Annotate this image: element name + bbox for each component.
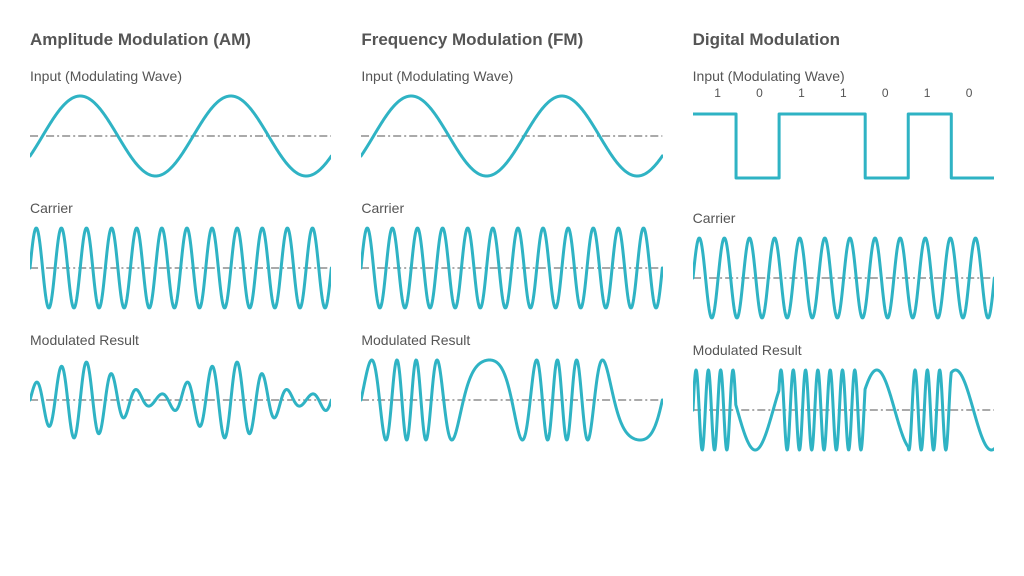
waveform-fm_result: [361, 350, 662, 450]
bit-label: 0: [756, 86, 763, 100]
row-label-am-2: Modulated Result: [30, 332, 331, 348]
bit-label: 1: [924, 86, 931, 100]
column-title-digital: Digital Modulation: [693, 30, 994, 50]
row-label-am-0: Input (Modulating Wave): [30, 68, 331, 84]
row-fm-1: Carrier: [361, 192, 662, 318]
column-digital: Digital Modulation Input (Modulating Wave…: [693, 30, 994, 556]
row-am-1: Carrier: [30, 192, 331, 318]
bit-label: 1: [798, 86, 805, 100]
waveform-carrier: [361, 218, 662, 318]
row-label-fm-2: Modulated Result: [361, 332, 662, 348]
row-fm-2: Modulated Result: [361, 324, 662, 450]
row-label-digital-0: Input (Modulating Wave): [693, 68, 994, 84]
waveform-fsk_result: [693, 360, 994, 460]
waveform-input_sine: [30, 86, 331, 186]
row-digital-2: Modulated Result: [693, 334, 994, 460]
row-label-am-1: Carrier: [30, 200, 331, 216]
bit-label: 1: [714, 86, 721, 100]
waveform-input_digital: [693, 96, 994, 196]
waveform-am_result: [30, 350, 331, 450]
row-label-digital-1: Carrier: [693, 210, 994, 226]
column-title-am: Amplitude Modulation (AM): [30, 30, 331, 50]
column-title-fm: Frequency Modulation (FM): [361, 30, 662, 50]
waveform-carrier: [693, 228, 994, 328]
bit-label: 0: [966, 86, 973, 100]
row-am-0: Input (Modulating Wave): [30, 60, 331, 186]
waveform-input_sine: [361, 86, 662, 186]
bit-label: 0: [882, 86, 889, 100]
row-fm-0: Input (Modulating Wave): [361, 60, 662, 186]
row-label-fm-1: Carrier: [361, 200, 662, 216]
row-digital-1: Carrier: [693, 202, 994, 328]
row-label-fm-0: Input (Modulating Wave): [361, 68, 662, 84]
bit-label: 1: [840, 86, 847, 100]
waveform-carrier: [30, 218, 331, 318]
row-label-digital-2: Modulated Result: [693, 342, 994, 358]
row-digital-0: Input (Modulating Wave) 1 0 1 1 0 1 0: [693, 60, 994, 196]
column-fm: Frequency Modulation (FM) Input (Modulati…: [361, 30, 662, 556]
row-am-2: Modulated Result: [30, 324, 331, 450]
column-am: Amplitude Modulation (AM) Input (Modulati…: [30, 30, 331, 556]
